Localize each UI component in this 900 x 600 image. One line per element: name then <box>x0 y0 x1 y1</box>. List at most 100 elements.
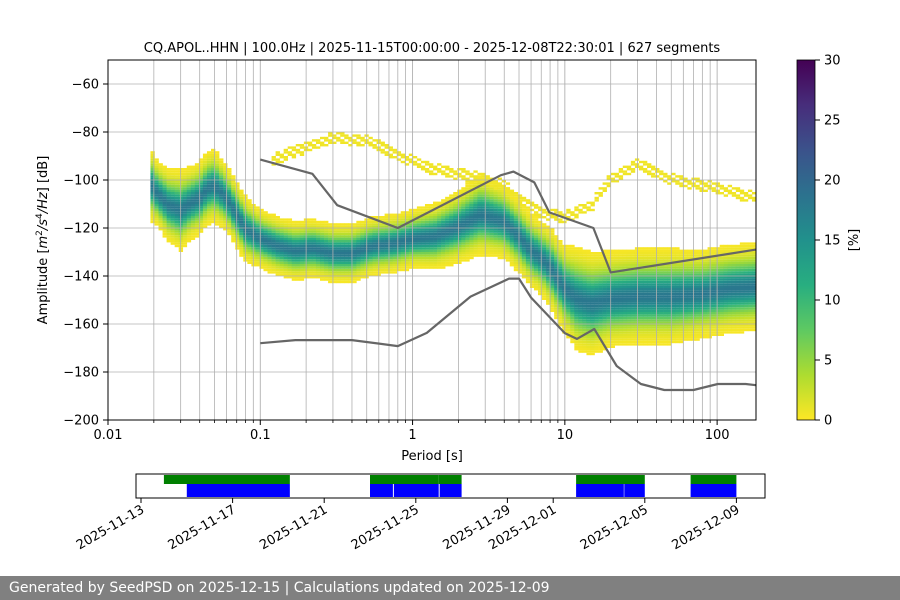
psd-cell <box>412 235 418 238</box>
psd-cell <box>150 204 155 207</box>
psd-cell <box>453 252 458 255</box>
psd-cell <box>150 168 155 171</box>
psd-cell <box>408 208 414 212</box>
psd-cell <box>190 216 196 219</box>
psd-cell <box>453 228 458 231</box>
psd-cell <box>687 304 692 308</box>
psd-cell <box>190 165 196 168</box>
psd-cell <box>433 264 438 267</box>
psd-cell <box>634 333 640 336</box>
psd-cell <box>259 237 264 240</box>
psd-cell <box>521 256 527 260</box>
psd-cell <box>352 271 357 274</box>
psd-cell <box>695 328 700 332</box>
psd-cell <box>699 276 704 279</box>
psd-cell <box>150 199 155 202</box>
psd-cell <box>489 196 494 200</box>
psd-cell <box>420 240 426 243</box>
psd-cell <box>655 304 660 308</box>
psd-cell <box>687 182 692 185</box>
psd-cell <box>170 230 175 233</box>
psd-cell <box>267 225 272 228</box>
psd-cell <box>299 235 305 238</box>
psd-cell <box>158 184 163 188</box>
psd-cell <box>533 235 539 238</box>
psd-cell <box>235 223 240 226</box>
psd-cell <box>614 285 620 288</box>
psd-cell <box>594 199 599 202</box>
psd-cell <box>671 247 676 250</box>
psd-cell <box>461 230 466 233</box>
psd-cell <box>610 273 616 276</box>
psd-cell <box>437 244 442 248</box>
psd-cell <box>336 256 341 260</box>
psd-cell <box>348 136 353 140</box>
psd-cell <box>279 271 284 274</box>
psd-cell <box>348 228 353 231</box>
psd-cell <box>429 264 434 267</box>
psd-cell <box>174 211 180 214</box>
psd-cell <box>299 225 305 228</box>
psd-cell <box>198 175 204 178</box>
psd-cell <box>659 252 664 255</box>
psd-cell <box>513 268 519 272</box>
psd-cell <box>614 290 620 293</box>
psd-cell <box>416 264 422 267</box>
psd-cell <box>239 225 244 228</box>
psd-cell <box>392 218 398 221</box>
psd-cell <box>610 340 616 344</box>
psd-cell <box>513 196 519 200</box>
psd-cell <box>647 268 652 272</box>
psd-cell <box>687 283 692 286</box>
psd-cell <box>542 252 547 255</box>
psd-cell <box>352 273 357 276</box>
psd-cell <box>546 242 551 245</box>
psd-cell <box>699 264 704 267</box>
psd-cell <box>457 256 462 260</box>
psd-cell <box>655 273 660 276</box>
psd-cell <box>392 216 398 219</box>
psd-cell <box>166 184 171 188</box>
psd-cell <box>315 259 321 262</box>
psd-cell <box>235 199 240 202</box>
psd-cell <box>594 192 599 195</box>
psd-cell <box>529 285 535 288</box>
psd-cell <box>630 273 636 276</box>
psd-cell <box>473 240 478 243</box>
psd-cell <box>630 312 636 315</box>
psd-cell <box>566 244 571 248</box>
psd-cell <box>679 264 684 267</box>
psd-cell <box>529 283 535 286</box>
psd-cell <box>392 156 398 159</box>
psd-cell <box>606 249 611 252</box>
psd-cell <box>360 254 365 257</box>
psd-cell <box>533 225 539 228</box>
psd-cell <box>695 312 700 315</box>
psd-cell <box>412 237 418 240</box>
psd-cell <box>630 168 636 171</box>
psd-cell <box>198 177 204 180</box>
psd-cell <box>429 213 434 216</box>
psd-cell <box>481 230 486 233</box>
psd-cell <box>731 324 737 327</box>
psd-cell <box>554 276 559 279</box>
psd-cell <box>598 321 603 324</box>
psd-cell <box>287 230 293 233</box>
psd-cell <box>324 278 329 281</box>
psd-cell <box>162 172 167 176</box>
psd-cell <box>558 314 563 317</box>
psd-cell <box>622 264 628 267</box>
psd-cell <box>699 288 704 291</box>
psd-cell <box>731 256 737 260</box>
psd-cell <box>469 192 474 195</box>
psd-cell <box>606 324 611 327</box>
psd-cell <box>420 256 426 260</box>
psd-cell <box>392 264 398 267</box>
psd-cell <box>174 244 180 248</box>
psd-cell <box>412 259 418 262</box>
psd-cell <box>206 223 212 226</box>
psd-cell <box>275 151 280 154</box>
psd-cell <box>723 283 729 286</box>
psd-cell <box>634 297 640 300</box>
psd-cell <box>384 271 389 274</box>
